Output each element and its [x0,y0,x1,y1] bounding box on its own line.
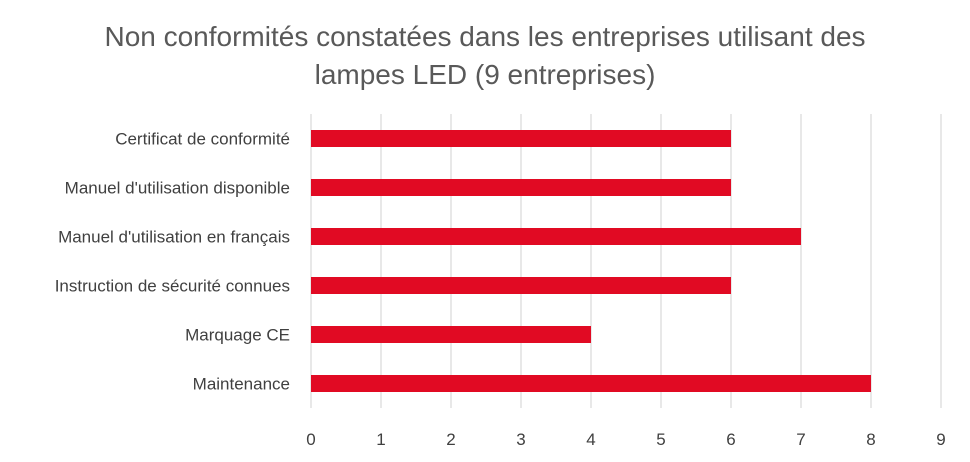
chart-title-line-1: Non conformités constatées dans les entr… [104,21,866,52]
bar-2 [311,179,731,196]
chart-title-line-2: lampes LED (9 entreprises) [314,59,656,90]
category-label-4: Instruction de sécurité connues [55,277,290,296]
x-tick-label-1: 1 [376,430,385,449]
x-tick-label-2: 2 [446,430,455,449]
x-axis-tick-labels: 0 1 2 3 4 5 6 7 8 9 [306,430,945,449]
bar-4 [311,277,731,294]
x-tick-label-4: 4 [586,430,595,449]
x-tick-label-9: 9 [936,430,945,449]
category-label-1: Certificat de conformité [115,130,290,149]
bar-5 [311,326,591,343]
category-label-3: Manuel d'utilisation en français [58,228,290,247]
category-label-6: Maintenance [193,375,290,394]
x-tick-label-6: 6 [726,430,735,449]
chart-title: Non conformités constatées dans les entr… [0,18,970,94]
bars [311,130,871,392]
bar-6 [311,375,871,392]
category-label-5: Marquage CE [185,326,290,345]
x-tick-label-3: 3 [516,430,525,449]
category-labels: Certificat de conformité Manuel d'utilisa… [55,130,290,394]
bar-3 [311,228,801,245]
x-tick-label-0: 0 [306,430,315,449]
x-tick-label-5: 5 [656,430,665,449]
gridlines [310,114,942,408]
x-tick-label-8: 8 [866,430,875,449]
bar-1 [311,130,731,147]
x-tick-label-7: 7 [796,430,805,449]
category-label-2: Manuel d'utilisation disponible [65,179,290,198]
